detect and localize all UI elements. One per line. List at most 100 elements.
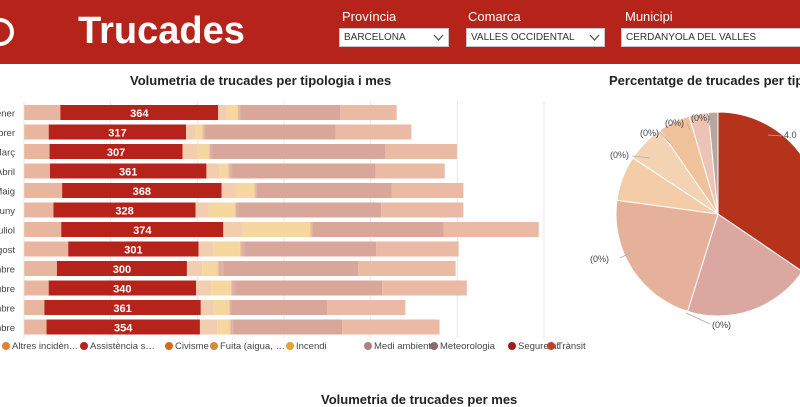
bar-segment[interactable] [182, 144, 198, 159]
bar-segment[interactable] [24, 124, 49, 140]
legend-item[interactable]: Trànsit [547, 341, 586, 352]
bar-segment[interactable] [311, 222, 313, 237]
bar-segment[interactable] [49, 144, 183, 159]
bar-segment[interactable] [186, 124, 196, 140]
bar-segment[interactable] [239, 105, 241, 120]
bar-segment[interactable] [24, 222, 25, 237]
bar-segment[interactable] [443, 222, 539, 237]
bar-segment[interactable] [385, 144, 457, 159]
bar-segment[interactable] [56, 261, 187, 276]
legend-item[interactable]: Assistència s… [80, 341, 155, 352]
bar-segment[interactable] [228, 300, 230, 315]
bar-segment[interactable] [222, 261, 224, 276]
bar-segment[interactable] [200, 300, 214, 315]
bar-segment[interactable] [223, 222, 243, 237]
bar-segment[interactable] [229, 163, 232, 179]
bar-segment[interactable] [24, 105, 25, 120]
bar-segment[interactable] [48, 280, 197, 296]
legend-item[interactable]: Incendi [286, 341, 327, 352]
bar-segment[interactable] [196, 280, 212, 296]
bar-segment[interactable] [24, 124, 25, 140]
bar-segment[interactable] [24, 241, 69, 257]
bar-segment[interactable] [234, 202, 236, 218]
bar-segment[interactable] [219, 163, 229, 179]
bar-segment[interactable] [239, 241, 242, 257]
bar-segment[interactable] [61, 222, 224, 237]
bar-segment[interactable] [24, 202, 25, 218]
bar-segment[interactable] [232, 300, 328, 315]
bar-segment[interactable] [238, 105, 240, 120]
bar-segment[interactable] [24, 319, 25, 335]
bar-segment[interactable] [211, 280, 231, 296]
bar-segment[interactable] [186, 261, 203, 276]
bar-segment[interactable] [24, 319, 47, 335]
bar-segment[interactable] [198, 241, 214, 257]
bar-segment[interactable] [213, 300, 229, 315]
comarca-select[interactable]: VALLES OCCIDENTAL [466, 28, 605, 47]
bar-segment[interactable] [53, 202, 196, 218]
bar-segment[interactable] [223, 261, 359, 276]
pie-slice[interactable] [615, 199, 719, 312]
municipi-select[interactable]: CERDANYOLA DEL VALLES [621, 28, 800, 47]
bar-segment[interactable] [60, 105, 219, 120]
bar-segment[interactable] [342, 319, 440, 335]
bar-segment[interactable] [24, 280, 49, 296]
bar-segment[interactable] [211, 144, 213, 159]
bar-segment[interactable] [232, 280, 235, 296]
bar-segment[interactable] [230, 319, 233, 335]
bar-segment[interactable] [234, 280, 236, 296]
bar-segment[interactable] [257, 183, 392, 198]
bar-segment[interactable] [229, 300, 232, 315]
bar-segment[interactable] [24, 163, 50, 179]
bar-segment[interactable] [237, 105, 239, 120]
bar-segment[interactable] [376, 241, 459, 257]
bar-segment[interactable] [238, 202, 382, 218]
bar-segment[interactable] [231, 163, 233, 179]
bar-segment[interactable] [335, 124, 412, 140]
legend-item[interactable]: Seguretat [508, 341, 559, 352]
bar-segment[interactable] [242, 222, 310, 237]
pie-slice[interactable] [707, 111, 719, 215]
bar-segment[interactable] [217, 261, 219, 276]
bar-segment[interactable] [24, 300, 25, 315]
bar-segment[interactable] [195, 124, 203, 140]
bar-segment[interactable] [235, 202, 238, 218]
bar-segment[interactable] [243, 241, 245, 257]
pie-slice[interactable] [686, 213, 800, 317]
bar-segment[interactable] [255, 183, 257, 198]
bar-segment[interactable] [206, 163, 220, 179]
bar-segment[interactable] [197, 144, 209, 159]
legend-item[interactable]: Altres incidèn… [2, 341, 79, 352]
bar-segment[interactable] [204, 124, 206, 140]
legend-item[interactable]: Fuita (aigua, … [210, 341, 285, 352]
bar-segment[interactable] [213, 241, 240, 257]
bar-segment[interactable] [195, 202, 209, 218]
bar-segment[interactable] [44, 300, 201, 315]
bar-segment[interactable] [228, 163, 230, 179]
bar-segment[interactable] [327, 300, 406, 315]
bar-segment[interactable] [24, 241, 25, 257]
bar-segment[interactable] [24, 261, 25, 276]
bar-segment[interactable] [24, 144, 25, 159]
bar-segment[interactable] [209, 144, 212, 159]
bar-segment[interactable] [48, 124, 187, 140]
legend-item[interactable]: Meteorologia [430, 341, 495, 352]
bar-segment[interactable] [50, 163, 207, 179]
bar-segment[interactable] [313, 222, 444, 237]
bar-segment[interactable] [233, 319, 343, 335]
bar-segment[interactable] [256, 183, 258, 198]
bar-segment[interactable] [46, 319, 200, 335]
bar-segment[interactable] [24, 300, 45, 315]
bar-segment[interactable] [62, 183, 222, 198]
bar-segment[interactable] [24, 202, 54, 218]
bar-segment[interactable] [231, 300, 232, 315]
bar-segment[interactable] [244, 241, 377, 257]
bar-segment[interactable] [24, 222, 62, 237]
bar-segment[interactable] [68, 241, 199, 257]
bar-segment[interactable] [358, 261, 456, 276]
bar-segment[interactable] [382, 280, 467, 296]
bar-segment[interactable] [229, 319, 231, 335]
bar-segment[interactable] [235, 280, 383, 296]
bar-segment[interactable] [24, 163, 25, 179]
bar-segment[interactable] [241, 241, 244, 257]
